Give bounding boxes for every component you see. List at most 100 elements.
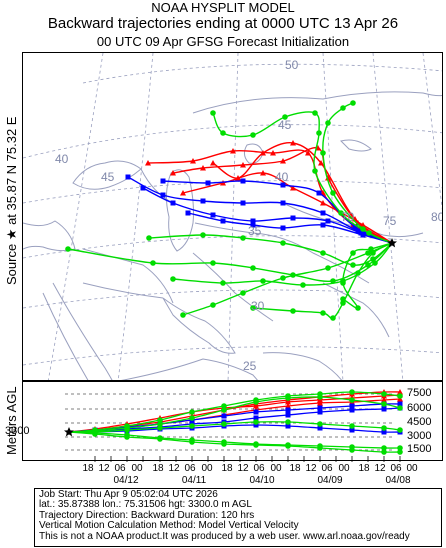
time-tick-label: 18: [82, 463, 94, 474]
border-line-2: [194, 222, 370, 284]
lon-line-70: [322, 53, 344, 380]
vertical-trace-marker: [397, 393, 403, 399]
lon-label-75: 75: [383, 214, 397, 228]
vertical-trace-marker: [317, 400, 323, 406]
title-initialization: 00 UTC 09 Apr GFSG Forecast Initializati…: [96, 34, 350, 49]
vertical-trace-marker: [349, 423, 355, 429]
time-tick-label: 00: [406, 463, 418, 474]
vertical-trace-marker: [285, 407, 291, 413]
lat-line-45: [23, 124, 442, 159]
trajectory-marker: [146, 235, 152, 241]
balkhash-lake: [340, 139, 372, 152]
vertical-trace-marker: [189, 409, 195, 415]
trajectory-marker: [240, 235, 246, 241]
date-tick-label: 04/12: [113, 475, 139, 486]
trajectory-marker: [320, 222, 326, 228]
height-label-4500: 4500: [407, 416, 432, 428]
trajectory-marker: [210, 110, 216, 116]
trajectory-marker: [355, 228, 361, 234]
disclaimer-line: This is not a NOAA product.It was produc…: [39, 530, 410, 542]
vertical-trace-marker: [381, 425, 387, 431]
mediterranean-coast: [23, 220, 76, 252]
red-sea-coast-west: [42, 292, 89, 380]
trajectory-marker: [368, 246, 374, 252]
time-tick-label: 18: [152, 463, 164, 474]
vertical-trace-marker: [285, 419, 291, 425]
time-ticks: [94, 456, 401, 462]
trajectory-marker: [290, 215, 296, 221]
arabian-sea-coast: [262, 352, 343, 380]
height-label-6000: 6000: [407, 402, 432, 414]
vertical-method-line: Vertical Motion Calculation Method: Mode…: [39, 520, 299, 532]
time-axis: 18 12 06 00 18 12 06 00 18 12 06 00 18 1…: [22, 461, 443, 489]
trajectory-marker: [210, 302, 216, 308]
lon-line-55: [227, 53, 239, 380]
trajectory-marker: [160, 192, 166, 198]
vertical-trace-marker: [317, 409, 323, 415]
source-label: Source ★ at 35.87 N 75.32 E: [4, 116, 19, 285]
vertical-trace-marker: [397, 449, 403, 455]
vertical-trace-marker: [124, 427, 130, 433]
vertical-trace-marker: [157, 421, 163, 427]
trajectory-marker: [220, 130, 226, 136]
height-label-7500: 7500: [407, 387, 432, 399]
trajectory-marker: [260, 150, 266, 156]
title-model: NOAA HYSPLIT MODEL: [151, 0, 295, 15]
time-tick-label: 12: [168, 463, 180, 474]
vertical-trace-marker: [381, 406, 387, 412]
vertical-trace-marker: [349, 397, 355, 403]
date-tick-label: 04/08: [385, 475, 411, 486]
vertical-trace-marker: [92, 429, 98, 435]
trajectory-marker: [185, 210, 191, 216]
vertical-trace-marker: [381, 449, 387, 455]
vertical-trace-marker: [253, 419, 259, 425]
lon-line-40: [47, 53, 104, 380]
vertical-axis-label: Meters AGL: [4, 386, 19, 455]
vertical-trace-marker: [221, 403, 227, 409]
vertical-trace-marker: [397, 445, 403, 451]
trajectory-path: [212, 111, 393, 244]
time-tick-label: 12: [305, 463, 317, 474]
vertical-trace: [68, 394, 401, 433]
trajectory-marker: [320, 150, 326, 156]
trajectory-marker: [338, 210, 344, 216]
trajectory-marker: [352, 224, 358, 230]
trajectory-marker: [160, 178, 166, 184]
trajectory-marker: [150, 260, 156, 266]
trajectory-marker: [280, 182, 286, 188]
border-line-5: [322, 282, 390, 338]
vertical-trace-marker: [317, 394, 323, 400]
lat-label-45: 45: [278, 118, 292, 132]
vertical-trajectory-lines: [68, 389, 403, 455]
north-coast: [192, 91, 442, 114]
lat-label-40: 40: [275, 170, 289, 184]
caspian-sea-coast: [165, 169, 194, 252]
trajectory-marker: [325, 218, 331, 224]
trajectory-marker: [240, 162, 246, 168]
trajectory-marker: [340, 105, 346, 111]
trajectory-marker: [200, 198, 206, 204]
trajectory-marker: [355, 305, 361, 311]
trajectory-marker: [360, 226, 366, 232]
height-label-1500: 1500: [407, 443, 432, 455]
time-tick-label: 00: [201, 463, 213, 474]
vertical-profile-panel: 3300 7500 6000 4500 3000 1500: [5, 381, 443, 462]
vertical-trace-marker: [285, 395, 291, 401]
trajectory-marker: [220, 218, 226, 224]
trajectory-marker: [305, 150, 311, 156]
trajectory-marker: [325, 175, 331, 181]
lat-label-35: 35: [248, 224, 262, 238]
title-main: Backward trajectories ending at 0000 UTC…: [47, 15, 399, 32]
lon-line-75: [372, 53, 404, 380]
lat-line-25: [23, 346, 442, 366]
vertical-trace-marker: [317, 443, 323, 449]
trajectory-marker: [220, 280, 226, 286]
trajectory-marker: [230, 148, 236, 154]
arabian-coast: [120, 358, 258, 380]
vertical-profile-canvas: [64, 389, 403, 462]
vertical-trace-marker: [397, 427, 403, 433]
vertical-trace-marker: [317, 405, 323, 411]
vertical-trace-marker: [349, 444, 355, 450]
start-height-label: 3300: [5, 425, 30, 437]
date-tick-label: 04/11: [181, 475, 207, 486]
